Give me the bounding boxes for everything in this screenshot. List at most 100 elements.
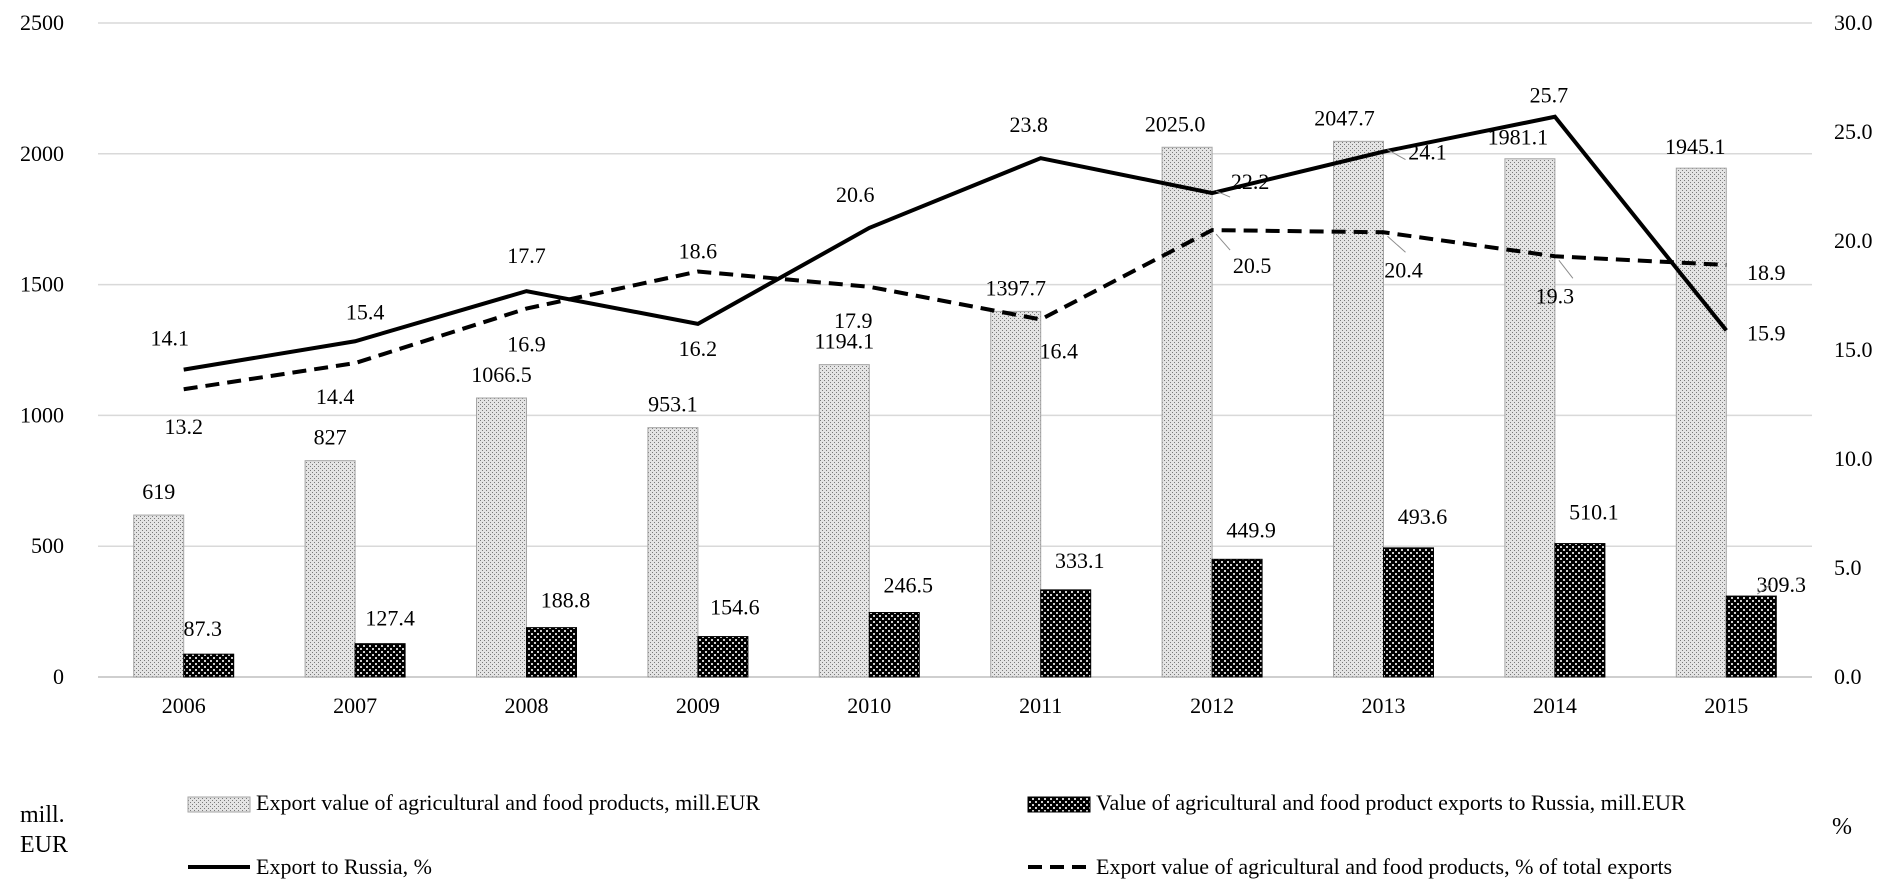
y-left-tick-label: 2000 xyxy=(20,141,64,166)
leader-line xyxy=(1215,190,1231,198)
data-label-export-russia: 449.9 xyxy=(1226,517,1276,542)
bar-export-value xyxy=(818,364,870,678)
bar-export-russia xyxy=(526,627,577,678)
legend-label: Export value of agricultural and food pr… xyxy=(256,790,760,815)
bar-export-value xyxy=(1161,146,1213,678)
bar-export-russia xyxy=(1211,558,1263,678)
data-label-share-total: 16.9 xyxy=(507,332,546,357)
legend-label: Value of agricultural and food product e… xyxy=(1096,790,1686,815)
y-right-tick-label: 20.0 xyxy=(1834,228,1873,253)
leader-line xyxy=(1757,583,1772,595)
bar-export-value xyxy=(1504,158,1556,678)
data-label-export-russia: 127.4 xyxy=(365,606,415,631)
data-label-russia-pct: 15.9 xyxy=(1747,320,1786,345)
x-tick-label: 2014 xyxy=(1533,693,1577,718)
left-axis-unit: mill. EUR xyxy=(20,802,68,858)
leader-line xyxy=(1387,235,1406,253)
data-label-export-value: 1945.1 xyxy=(1665,134,1726,159)
y-left-tick-label: 500 xyxy=(31,533,64,558)
data-label-export-russia: 493.6 xyxy=(1398,504,1448,529)
data-label-share-total: 14.4 xyxy=(316,384,355,409)
legend-swatch xyxy=(187,796,251,813)
bar-export-russia xyxy=(354,643,406,678)
y-right-tick-label: 5.0 xyxy=(1834,555,1862,580)
data-label-russia-pct: 16.2 xyxy=(679,336,718,361)
bar-export-value xyxy=(133,514,185,678)
data-label-russia-pct: 22.2 xyxy=(1231,169,1270,194)
bar-export-value xyxy=(647,427,699,678)
x-tick-label: 2008 xyxy=(505,693,549,718)
legend-label: Export value of agricultural and food pr… xyxy=(1096,854,1672,879)
bar-export-value xyxy=(304,460,356,678)
data-label-export-russia: 246.5 xyxy=(884,573,934,598)
data-label-export-value: 1194.1 xyxy=(814,329,874,354)
data-label-export-value: 1397.7 xyxy=(985,275,1046,300)
y-left-tick-label: 1000 xyxy=(20,402,64,427)
line-share-total-exports xyxy=(183,228,1727,392)
data-label-export-value: 619 xyxy=(142,479,175,504)
data-label-share-total: 18.9 xyxy=(1747,260,1786,285)
data-label-russia-pct: 17.7 xyxy=(507,243,546,268)
data-label-russia-pct: 23.8 xyxy=(1009,112,1048,137)
x-tick-label: 2011 xyxy=(1019,693,1062,718)
bar-export-russia xyxy=(1725,595,1777,678)
text-labels: 0 500 1000 1500 2000 2500 0.0 5.0 10.0 15.0 20.0 25… xyxy=(20,10,1873,718)
bar-export-value xyxy=(476,397,527,678)
data-label-share-total: 18.6 xyxy=(679,239,718,264)
x-tick-label: 2007 xyxy=(333,693,377,718)
data-label-share-total: 17.9 xyxy=(834,308,873,333)
data-label-export-value: 827 xyxy=(314,425,347,450)
data-label-export-russia: 87.3 xyxy=(183,616,222,641)
y-right-tick-label: 10.0 xyxy=(1834,446,1873,471)
x-tick-label: 2015 xyxy=(1704,693,1748,718)
data-label-export-russia: 510.1 xyxy=(1569,500,1619,525)
y-right-tick-label: 0.0 xyxy=(1834,664,1862,689)
x-tick-label: 2010 xyxy=(847,693,891,718)
leader-line xyxy=(1215,233,1231,251)
data-label-russia-pct: 24.1 xyxy=(1408,140,1447,165)
bar-export-value xyxy=(1675,167,1727,678)
y-left-tick-label: 1500 xyxy=(20,272,64,297)
data-label-russia-pct: 20.6 xyxy=(836,182,875,207)
data-label-export-value: 2025.0 xyxy=(1145,111,1206,136)
y-left-tick-label: 0 xyxy=(53,664,64,689)
data-label-share-total: 13.2 xyxy=(164,414,203,439)
bar-export-russia xyxy=(1554,543,1606,678)
bar-export-value xyxy=(990,310,1042,678)
data-label-share-total: 19.3 xyxy=(1536,283,1575,308)
data-label-export-russia: 309.3 xyxy=(1757,572,1807,597)
y-left-tick-label: 2500 xyxy=(20,10,64,35)
data-label-export-russia: 333.1 xyxy=(1055,548,1105,573)
bar-export-russia xyxy=(1040,589,1092,678)
data-label-export-russia: 188.8 xyxy=(541,588,591,613)
bars xyxy=(133,140,1777,678)
leader-line xyxy=(1558,259,1574,279)
bar-export-value xyxy=(1333,140,1384,678)
data-label-export-russia: 154.6 xyxy=(710,595,760,620)
right-axis-unit: % xyxy=(1832,814,1852,840)
x-tick-label: 2012 xyxy=(1190,693,1234,718)
legend: Export value of agricultural and food pr… xyxy=(187,790,1686,879)
x-tick-label: 2006 xyxy=(162,693,206,718)
legend-swatch xyxy=(1027,796,1091,813)
data-label-export-value: 2047.7 xyxy=(1314,105,1375,130)
y-right-tick-label: 30.0 xyxy=(1834,10,1873,35)
bar-export-russia xyxy=(868,612,920,678)
x-tick-label: 2009 xyxy=(676,693,720,718)
data-label-export-value: 953.1 xyxy=(648,392,698,417)
bar-export-russia xyxy=(697,636,749,678)
bar-export-russia xyxy=(183,653,235,678)
bar-export-russia xyxy=(1383,547,1434,678)
data-label-share-total: 20.5 xyxy=(1233,253,1272,278)
leader-line xyxy=(1387,149,1406,161)
x-tick-label: 2013 xyxy=(1362,693,1406,718)
data-label-export-value: 1066.5 xyxy=(471,362,532,387)
data-label-russia-pct: 15.4 xyxy=(346,299,385,324)
line-export-russia-pct xyxy=(183,114,1728,372)
y-right-tick-label: 25.0 xyxy=(1834,119,1873,144)
data-label-russia-pct: 25.7 xyxy=(1530,83,1569,108)
data-label-russia-pct: 14.1 xyxy=(150,326,189,351)
data-label-share-total: 16.4 xyxy=(1039,338,1078,363)
